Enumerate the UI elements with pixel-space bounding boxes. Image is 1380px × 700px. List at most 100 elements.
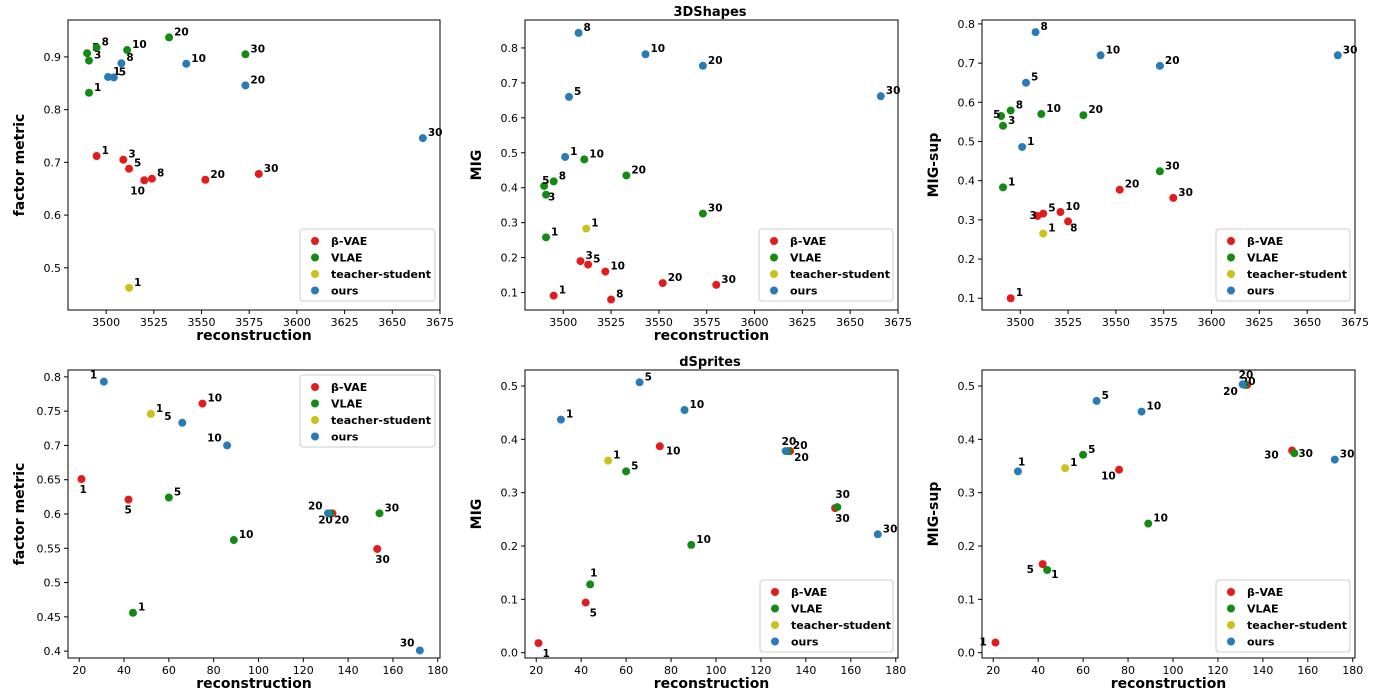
scatter-panel-1: 3500 3525 3550 3575 3600 3625 3650 3675 0.5 0.6 0.… bbox=[12, 19, 454, 344]
y-tick-label: 0.0 bbox=[501, 647, 519, 660]
y-tick-label: 0.5 bbox=[501, 147, 519, 160]
y-tick-label: 0.8 bbox=[501, 42, 519, 55]
data-point-label: 1 bbox=[94, 82, 101, 94]
data-point bbox=[641, 50, 650, 59]
x-tick-label: 140 bbox=[338, 664, 359, 677]
data-point-label: 1 bbox=[542, 648, 549, 660]
data-point-label: 10 bbox=[1147, 401, 1162, 413]
y-axis-label: MIG-sup bbox=[926, 133, 942, 198]
data-point-label: 20 bbox=[334, 514, 349, 526]
data-point bbox=[117, 59, 126, 68]
legend: β-VAE VLAE teacher-student ours bbox=[299, 228, 436, 302]
x-tick-label: 180 bbox=[1342, 664, 1363, 677]
data-point bbox=[601, 267, 610, 276]
data-point bbox=[542, 190, 551, 199]
x-tick-label: 3600 bbox=[741, 316, 769, 329]
data-point-label: 1 bbox=[1018, 456, 1025, 468]
data-point-label: 1 bbox=[551, 226, 558, 238]
y-tick-label: 0.1 bbox=[958, 593, 976, 606]
x-tick-label: 3650 bbox=[378, 316, 406, 329]
legend-marker bbox=[771, 637, 779, 646]
data-point bbox=[1290, 449, 1299, 458]
data-point-label: 10 bbox=[1106, 44, 1121, 56]
data-point-label: 30 bbox=[1343, 44, 1358, 56]
x-tick-label: 160 bbox=[840, 664, 861, 677]
data-point-label: 5 bbox=[590, 608, 597, 620]
data-point-label: 3 bbox=[1008, 115, 1015, 127]
legend-marker bbox=[311, 383, 319, 391]
x-tick-label: 80 bbox=[207, 664, 221, 677]
data-point bbox=[1038, 560, 1047, 569]
data-point-label: 5 bbox=[1102, 390, 1109, 402]
y-tick-label: 0.0 bbox=[958, 647, 976, 660]
y-tick-label: 0.5 bbox=[44, 577, 62, 590]
y-tick-label: 0.7 bbox=[44, 439, 62, 452]
y-tick-label: 0.7 bbox=[44, 156, 62, 169]
x-tick-label: 3625 bbox=[1245, 316, 1273, 329]
data-point bbox=[84, 56, 93, 65]
data-point-label: 10 bbox=[130, 185, 145, 197]
x-tick-label: 3550 bbox=[188, 316, 216, 329]
data-point bbox=[698, 209, 707, 218]
y-tick-label: 0.5 bbox=[501, 380, 519, 393]
legend-marker bbox=[311, 253, 319, 262]
data-point-label: 1 bbox=[590, 567, 597, 579]
data-point bbox=[241, 81, 250, 90]
legend-box bbox=[1215, 228, 1351, 302]
data-point bbox=[147, 174, 156, 183]
data-point bbox=[77, 475, 86, 484]
series-ours: 1 5 8 10 20 30 bbox=[561, 22, 900, 161]
data-point-label: 5 bbox=[542, 175, 549, 187]
x-tick-label: 3625 bbox=[788, 316, 816, 329]
data-point-label: 8 bbox=[1070, 222, 1077, 234]
legend-label: β-VAE bbox=[1247, 586, 1283, 599]
data-point-label: 10 bbox=[1065, 201, 1080, 213]
x-tick-label: 3675 bbox=[1341, 316, 1369, 329]
data-point bbox=[991, 638, 1000, 647]
legend-box bbox=[1215, 579, 1351, 653]
legend-marker bbox=[770, 270, 778, 278]
data-point-label: 30 bbox=[400, 637, 415, 649]
x-tick-label: 120 bbox=[1207, 664, 1228, 677]
legend-label: β-VAE bbox=[791, 586, 827, 599]
scatter-panel-5: 20 40 60 80 100 120 140 160 1800.00.10.20.30.40.… bbox=[469, 369, 906, 692]
data-point bbox=[680, 406, 689, 414]
x-tick-label: 3600 bbox=[1198, 316, 1226, 329]
data-point bbox=[92, 43, 101, 52]
data-point bbox=[712, 280, 721, 289]
data-point-label: 5 bbox=[631, 460, 638, 472]
legend-label: teacher-student bbox=[791, 619, 891, 632]
data-point-label: 10 bbox=[207, 432, 222, 444]
data-point-label: 20 bbox=[631, 164, 646, 176]
y-tick-label: 0.5 bbox=[44, 262, 62, 275]
data-point-label: 1 bbox=[79, 484, 86, 496]
x-tick-label: 3525 bbox=[140, 316, 168, 329]
scatter-panel-6: 20 40 60 80 100 120 140 160 1800.00.10.20.30.40.… bbox=[926, 369, 1363, 692]
y-tick-label: 0.6 bbox=[44, 508, 62, 521]
x-tick-label: 180 bbox=[885, 664, 906, 677]
data-point bbox=[580, 155, 589, 164]
x-axis-label: reconstruction bbox=[196, 676, 312, 692]
data-point bbox=[415, 646, 424, 655]
x-tick-label: 3575 bbox=[1150, 316, 1178, 329]
data-point bbox=[223, 441, 232, 450]
legend-box bbox=[299, 374, 436, 448]
data-point-label: 8 bbox=[102, 36, 109, 48]
data-point bbox=[198, 399, 207, 408]
y-tick-label: 0.3 bbox=[501, 217, 519, 230]
data-point-label: 5 bbox=[1088, 444, 1095, 456]
data-point-label: 10 bbox=[207, 393, 222, 405]
data-point-label: 20 bbox=[250, 74, 265, 86]
scatter-panel-4: 20 40 60 80 100 120 140 160 1800.40.450.50.550.6… bbox=[12, 369, 448, 692]
x-axis-label: reconstruction bbox=[1111, 676, 1227, 692]
data-point-label: 8 bbox=[126, 52, 133, 64]
data-point-label: 1 bbox=[1027, 136, 1034, 148]
data-point-label: 5 bbox=[1031, 72, 1038, 84]
data-point bbox=[622, 467, 631, 476]
data-point-label: 30 bbox=[1298, 448, 1313, 460]
data-point-label: 5 bbox=[1027, 564, 1034, 576]
